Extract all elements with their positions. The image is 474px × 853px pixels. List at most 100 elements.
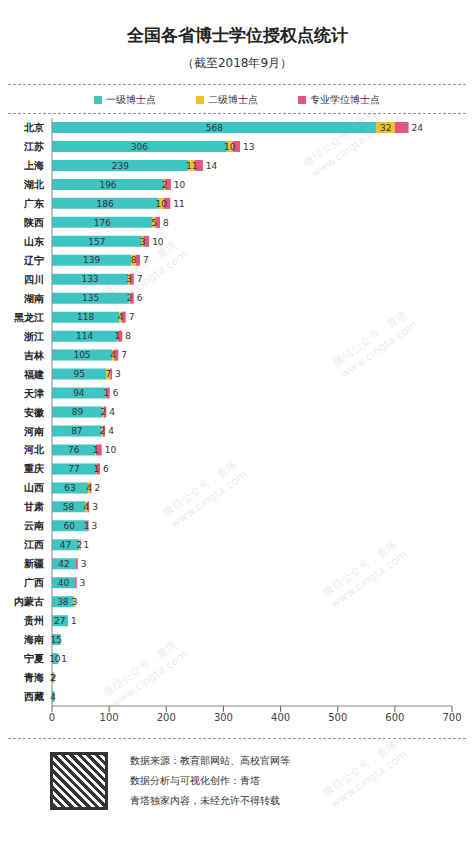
svg-text:1: 1 xyxy=(71,616,77,626)
svg-text:239: 239 xyxy=(112,161,129,171)
svg-text:3: 3 xyxy=(140,237,146,247)
svg-text:4: 4 xyxy=(109,407,115,417)
svg-text:76: 76 xyxy=(68,445,80,455)
svg-text:1: 1 xyxy=(93,445,99,455)
svg-text:186: 186 xyxy=(97,199,114,209)
svg-text:1: 1 xyxy=(115,331,121,341)
svg-text:10: 10 xyxy=(155,199,167,209)
svg-text:114: 114 xyxy=(76,331,93,341)
svg-text:重庆: 重庆 xyxy=(23,463,44,474)
svg-text:11: 11 xyxy=(173,199,184,209)
svg-text:8: 8 xyxy=(125,331,131,341)
svg-text:1: 1 xyxy=(93,464,99,474)
svg-text:40: 40 xyxy=(58,578,70,588)
svg-text:4: 4 xyxy=(50,692,56,702)
svg-text:内蒙古: 内蒙古 xyxy=(14,596,44,607)
svg-text:10: 10 xyxy=(105,445,117,455)
svg-text:100: 100 xyxy=(100,712,119,723)
svg-text:15: 15 xyxy=(51,635,62,645)
svg-text:黑龙江: 黑龙江 xyxy=(13,312,44,323)
svg-text:63: 63 xyxy=(64,483,75,493)
svg-text:306: 306 xyxy=(131,142,148,152)
svg-text:10: 10 xyxy=(152,237,164,247)
svg-text:95: 95 xyxy=(73,369,84,379)
svg-text:3: 3 xyxy=(92,502,98,512)
svg-text:新疆: 新疆 xyxy=(23,558,44,569)
svg-text:7: 7 xyxy=(143,255,149,265)
svg-text:陕西: 陕西 xyxy=(24,217,44,228)
svg-text:湖北: 湖北 xyxy=(23,179,45,190)
svg-text:贵州: 贵州 xyxy=(23,615,44,626)
svg-text:山西: 山西 xyxy=(24,482,44,493)
svg-text:700: 700 xyxy=(442,712,461,723)
svg-text:福建: 福建 xyxy=(23,369,44,380)
svg-text:4: 4 xyxy=(110,350,116,360)
svg-text:300: 300 xyxy=(214,712,233,723)
svg-text:7: 7 xyxy=(129,312,135,322)
svg-text:3: 3 xyxy=(81,559,87,569)
svg-text:10: 10 xyxy=(224,142,236,152)
svg-text:7: 7 xyxy=(105,369,111,379)
svg-text:甘肃: 甘肃 xyxy=(23,501,44,512)
svg-text:山东: 山东 xyxy=(24,236,44,247)
svg-text:4: 4 xyxy=(118,312,124,322)
svg-text:568: 568 xyxy=(206,123,223,133)
svg-text:江西: 江西 xyxy=(23,539,44,550)
svg-text:176: 176 xyxy=(94,218,111,228)
svg-text:1: 1 xyxy=(84,540,90,550)
svg-text:7: 7 xyxy=(137,274,143,284)
svg-text:广西: 广西 xyxy=(23,577,44,588)
svg-text:118: 118 xyxy=(77,312,94,322)
svg-text:6: 6 xyxy=(113,388,119,398)
svg-text:四川: 四川 xyxy=(24,274,44,285)
svg-text:60: 60 xyxy=(63,521,75,531)
svg-text:安徽: 安徽 xyxy=(24,407,45,418)
svg-text:2: 2 xyxy=(77,540,83,550)
svg-text:1: 1 xyxy=(103,388,109,398)
svg-text:600: 600 xyxy=(385,712,404,723)
svg-text:0: 0 xyxy=(49,712,55,723)
svg-text:青海: 青海 xyxy=(23,672,44,683)
svg-text:400: 400 xyxy=(271,712,290,723)
svg-text:1: 1 xyxy=(61,654,67,664)
svg-text:500: 500 xyxy=(328,712,347,723)
svg-text:32: 32 xyxy=(380,123,391,133)
svg-text:吉林: 吉林 xyxy=(23,350,45,361)
svg-text:湖南: 湖南 xyxy=(23,293,44,304)
svg-text:133: 133 xyxy=(81,274,98,284)
svg-text:94: 94 xyxy=(73,388,85,398)
svg-text:13: 13 xyxy=(243,142,254,152)
svg-text:10: 10 xyxy=(49,654,61,664)
svg-text:广东: 广东 xyxy=(23,198,44,209)
svg-text:辽宁: 辽宁 xyxy=(23,255,44,266)
svg-text:4: 4 xyxy=(83,502,89,512)
svg-text:196: 196 xyxy=(99,180,116,190)
svg-text:14: 14 xyxy=(206,161,218,171)
svg-text:3: 3 xyxy=(115,369,121,379)
svg-text:2: 2 xyxy=(51,673,57,683)
svg-text:3: 3 xyxy=(80,578,86,588)
svg-text:宁夏: 宁夏 xyxy=(24,653,44,664)
svg-text:200: 200 xyxy=(157,712,176,723)
svg-text:27: 27 xyxy=(54,616,65,626)
svg-text:6: 6 xyxy=(137,293,143,303)
svg-text:2: 2 xyxy=(101,407,107,417)
svg-text:8: 8 xyxy=(163,218,169,228)
svg-text:2: 2 xyxy=(162,180,168,190)
svg-text:139: 139 xyxy=(83,255,100,265)
svg-text:4: 4 xyxy=(86,483,92,493)
svg-text:77: 77 xyxy=(68,464,79,474)
svg-text:105: 105 xyxy=(73,350,90,360)
svg-text:2: 2 xyxy=(94,483,100,493)
svg-text:157: 157 xyxy=(88,237,105,247)
svg-text:河南: 河南 xyxy=(23,426,44,437)
svg-text:87: 87 xyxy=(71,426,82,436)
svg-text:浙江: 浙江 xyxy=(23,331,44,342)
svg-text:135: 135 xyxy=(82,293,99,303)
svg-text:8: 8 xyxy=(131,255,137,265)
svg-text:天津: 天津 xyxy=(23,388,44,399)
svg-text:6: 6 xyxy=(103,464,109,474)
svg-text:42: 42 xyxy=(58,559,69,569)
svg-text:2: 2 xyxy=(99,426,105,436)
svg-text:1: 1 xyxy=(84,521,90,531)
